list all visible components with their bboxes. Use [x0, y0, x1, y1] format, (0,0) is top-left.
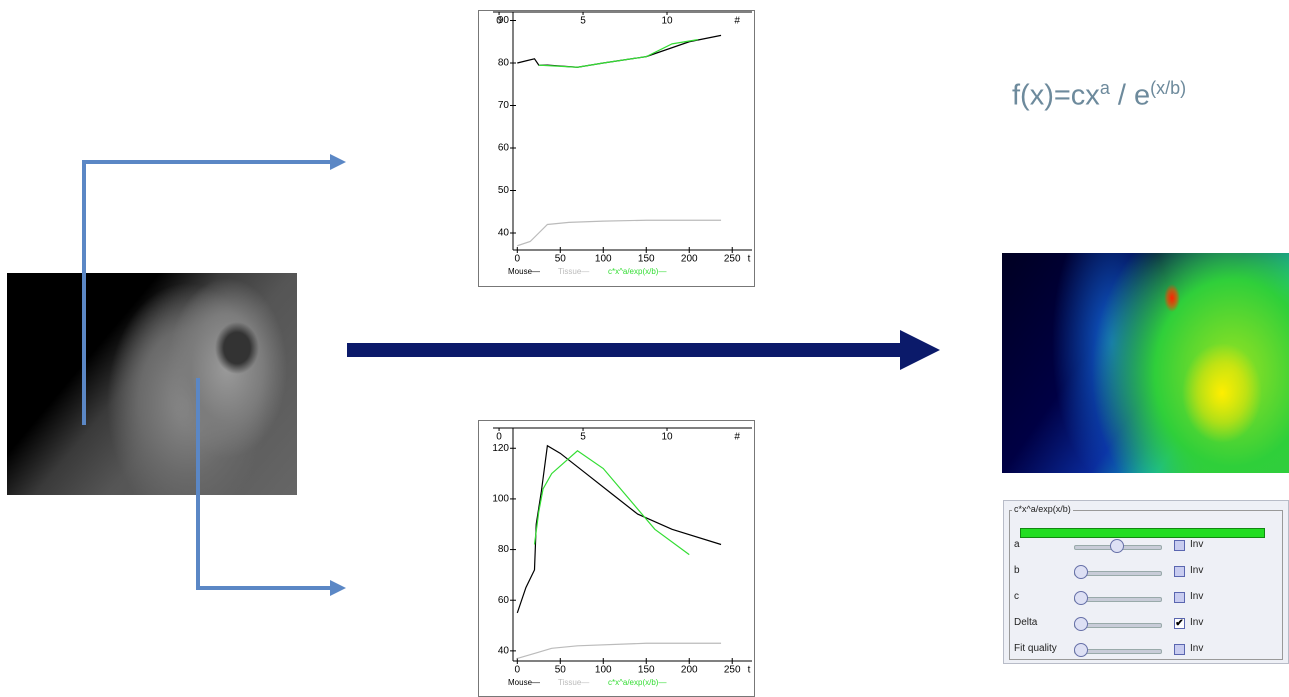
x2-tick-label: 10	[661, 432, 673, 443]
y-tick-label: 100	[492, 494, 509, 505]
page: f(x)=cxa / e(x/b) c*x^a/exp(x/b) aInvbIn…	[0, 0, 1289, 697]
y-tick-label: 40	[498, 646, 510, 657]
legend-label: c*x^a/exp(x/b)—	[608, 678, 666, 687]
x2-axis-label: #	[734, 16, 740, 27]
x-tick-label: 200	[681, 665, 698, 676]
x-axis-label: t	[748, 665, 751, 676]
series-line	[534, 451, 689, 555]
x-tick-label: 150	[638, 665, 655, 676]
x-tick-label: 0	[515, 665, 521, 676]
y-tick-label: 60	[498, 143, 510, 154]
arrow	[84, 162, 332, 425]
arrow	[198, 378, 332, 588]
y-tick-label: 80	[498, 58, 510, 69]
legend-label: Tissue—	[558, 678, 589, 687]
y-tick-label: 40	[498, 228, 510, 239]
x-tick-label: 150	[638, 254, 655, 265]
series-line	[539, 40, 698, 68]
legend-label: Mouse—	[508, 267, 540, 276]
series-line	[517, 643, 721, 658]
x-tick-label: 100	[595, 665, 612, 676]
x-tick-label: 50	[555, 254, 567, 265]
x2-tick-label: 5	[580, 432, 586, 443]
x2-tick-label: 10	[661, 16, 673, 27]
x-tick-label: 200	[681, 254, 698, 265]
x-axis-label: t	[748, 254, 751, 265]
y-tick-label: 50	[498, 185, 510, 196]
y-tick-label: 70	[498, 100, 510, 111]
x-tick-label: 50	[555, 665, 567, 676]
series-line	[517, 220, 721, 246]
x2-tick-label: 0	[496, 432, 502, 443]
y-tick-label: 80	[498, 544, 510, 555]
x2-tick-label: 5	[580, 16, 586, 27]
legend-label: Tissue—	[558, 267, 589, 276]
main-arrow	[347, 343, 903, 357]
y-tick-label: 120	[492, 443, 509, 454]
legend-label: Mouse—	[508, 678, 540, 687]
main-arrowhead	[900, 330, 940, 370]
legend-label: c*x^a/exp(x/b)—	[608, 267, 666, 276]
series-line	[517, 35, 721, 67]
x2-tick-label: 0	[496, 16, 502, 27]
x-tick-label: 250	[724, 254, 741, 265]
arrowhead	[330, 154, 346, 170]
series-line	[517, 446, 721, 613]
arrowhead	[330, 580, 346, 596]
x-tick-label: 100	[595, 254, 612, 265]
overlay: 405060708090050100150200250t0510#Mouse—T…	[0, 0, 1289, 697]
x-tick-label: 0	[515, 254, 521, 265]
y-tick-label: 60	[498, 595, 510, 606]
x2-axis-label: #	[734, 432, 740, 443]
x-tick-label: 250	[724, 665, 741, 676]
